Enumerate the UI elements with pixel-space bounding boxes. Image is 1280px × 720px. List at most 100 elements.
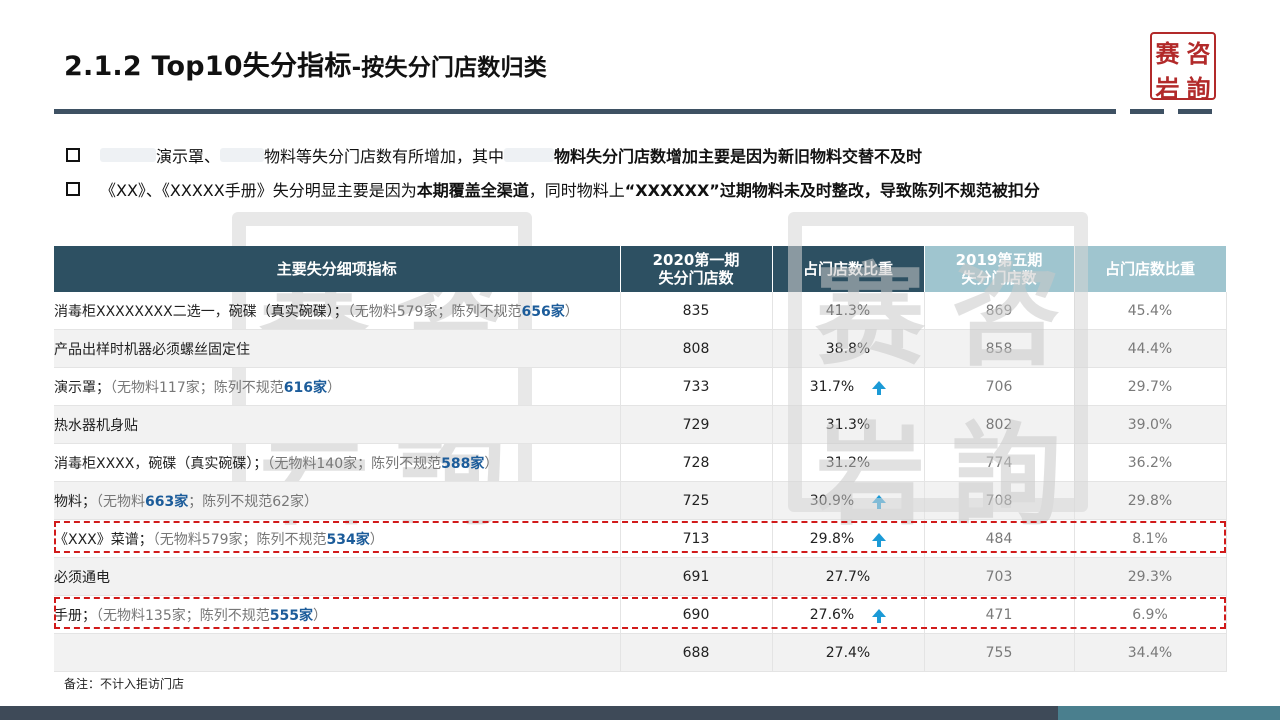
indicator-cell: 消毒柜XXXX，碗碟（真实碗碟）；（无物料140家；陈列不规范588家）: [54, 443, 621, 482]
current-share: 27.6%: [809, 606, 855, 623]
table-row: 产品出样时机器必须螺丝固定住 808 38.8% 858 44.4%: [54, 329, 1227, 368]
bullet-emphasis: 本期覆盖全渠道: [416, 181, 529, 200]
title-divider-segment: [1178, 109, 1212, 114]
checkbox-bullet-icon: [66, 182, 80, 196]
current-count-cell: 733: [620, 367, 773, 406]
note-emphasis: 588家: [441, 455, 485, 472]
bullet-text: 演示罩、: [156, 147, 221, 166]
previous-share-cell: 34.4%: [1074, 633, 1227, 672]
indicator-note: （无物料117家；陈列不规范616家）: [110, 380, 341, 396]
page-title-sub: -按失分门店数归类: [351, 55, 547, 81]
current-share-cell: 27.7%: [772, 557, 925, 596]
current-count-cell: 690: [620, 595, 773, 634]
table-header-row: 主要失分细项指标 2020第一期 失分门店数 占门店数比重 2019第五期 失分…: [54, 246, 1227, 292]
previous-share-cell: 39.0%: [1074, 405, 1227, 444]
table-row: 物料；（无物料663家；陈列不规范62家） 725 30.9% 708 29.8%: [54, 481, 1227, 520]
current-share-cell: 31.2%: [772, 443, 925, 482]
note-text: （无物料140家；陈列不规范: [267, 455, 442, 472]
note-text: （无物料579家；陈列不规范: [347, 303, 522, 320]
current-share-cell: 41.3%: [772, 292, 925, 330]
previous-count-cell: 471: [924, 595, 1075, 634]
indicator-cell: [54, 633, 621, 672]
current-share: 29.8%: [809, 530, 855, 547]
current-share: 27.4%: [825, 644, 871, 661]
note-emphasis: 616家: [283, 379, 327, 396]
indicator-note: （无物料135家；陈列不规范555家）: [96, 608, 327, 624]
bullet-text: 物料等失分门店数有所增加，其中: [264, 147, 505, 166]
bullet-item: 演示罩、 物料等失分门店数有所增加，其中 物料失分门店数增加主要是因为新旧物料交…: [66, 142, 1236, 168]
indicator-name: 热水器机身贴: [54, 417, 138, 434]
page-title: 2.1.2 Top10失分指标-按失分门店数归类: [64, 44, 547, 83]
note-text: ；陈列不规范62家）: [188, 493, 319, 510]
footer-bar: [0, 706, 1058, 720]
note-text: （无物料579家；陈列不规范: [152, 531, 327, 548]
indicator-cell: 产品出样时机器必须螺丝固定住: [54, 329, 621, 368]
note-emphasis: 656家: [521, 303, 565, 320]
indicator-name: 《XXX》菜谱；: [54, 531, 153, 548]
title-divider-segment: [1130, 109, 1164, 114]
logo-char: 詢: [1186, 74, 1211, 103]
previous-share-cell: 29.3%: [1074, 557, 1227, 596]
note-emphasis: 534家: [326, 531, 370, 548]
indicator-name: 演示罩；: [54, 379, 110, 396]
indicator-cell: 物料；（无物料663家；陈列不规范62家）: [54, 481, 621, 520]
previous-count-cell: 774: [924, 443, 1075, 482]
current-count-cell: 713: [620, 519, 773, 558]
table-row: 手册；（无物料135家；陈列不规范555家） 690 27.6% 471 6.9%: [54, 595, 1227, 634]
note-text: （无物料135家；陈列不规范: [96, 607, 270, 624]
indicator-cell: 消毒柜XXXXXXXX二选一，碗碟（真实碗碟）；（无物料579家；陈列不规范65…: [54, 292, 621, 330]
indicator-name: 必须通电: [54, 569, 110, 586]
current-share: 31.3%: [825, 416, 871, 433]
note-emphasis: 663家: [145, 493, 189, 510]
current-share: 38.8%: [825, 340, 871, 357]
current-count-cell: 725: [620, 481, 773, 520]
indicator-note: （无物料663家；陈列不规范62家）: [96, 494, 318, 510]
indicator-name: 手册；: [54, 607, 96, 624]
previous-count-cell: 802: [924, 405, 1075, 444]
current-share: 31.7%: [809, 378, 855, 395]
arrow-up-icon: [872, 380, 887, 395]
previous-share-cell: 8.1%: [1074, 519, 1227, 558]
column-header: 2020第一期 失分门店数: [620, 246, 773, 292]
column-header: 占门店数比重: [1074, 246, 1227, 292]
column-header: 2019第五期 失分门店数: [924, 246, 1075, 292]
previous-count-cell: 484: [924, 519, 1075, 558]
previous-share-cell: 45.4%: [1074, 292, 1227, 330]
note-text: ）: [484, 455, 499, 472]
table-row: 必须通电 691 27.7% 703 29.3%: [54, 557, 1227, 596]
previous-count-cell: 755: [924, 633, 1075, 672]
current-count-cell: 808: [620, 329, 773, 368]
bullet-text: 《XX》、《XXXXX手册》失分明显主要是因为: [100, 181, 417, 200]
previous-share-cell: 6.9%: [1074, 595, 1227, 634]
previous-count-cell: 706: [924, 367, 1075, 406]
note-text: ）: [369, 531, 384, 548]
current-share: 30.9%: [809, 492, 855, 509]
current-count-cell: 688: [620, 633, 773, 672]
footer-accent: [1058, 706, 1280, 720]
redacted-text: [100, 148, 156, 162]
previous-count-cell: 708: [924, 481, 1075, 520]
logo-char: 咨: [1186, 39, 1211, 68]
redacted-text: [220, 148, 265, 162]
table-row: 《XXX》菜谱；（无物料579家；陈列不规范534家） 713 29.8% 484 8.…: [54, 519, 1227, 558]
previous-share-cell: 36.2%: [1074, 443, 1227, 482]
footnote: 备注：不计入拒访门店: [64, 677, 185, 691]
arrow-up-icon: [872, 494, 887, 509]
indicator-note: （无物料579家；陈列不规范534家）: [153, 532, 384, 548]
company-logo-seal: 赛 咨 岩 詢: [1150, 32, 1216, 103]
indicator-name: 物料；: [54, 493, 96, 510]
current-share: 41.3%: [825, 302, 871, 319]
current-share-cell: 31.3%: [772, 405, 925, 444]
table-row: 消毒柜XXXXXXXX二选一，碗碟（真实碗碟）；（无物料579家；陈列不规范65…: [54, 292, 1227, 330]
table-row: 热水器机身贴 729 31.3% 802 39.0%: [54, 405, 1227, 444]
bullet-text: ，同时物料上: [528, 181, 625, 200]
current-share-cell: 31.7%: [772, 367, 925, 406]
logo-char: 赛: [1155, 39, 1180, 68]
logo-char: 岩: [1155, 74, 1180, 103]
table-row: 演示罩；（无物料117家；陈列不规范616家） 733 31.7% 706 29.7%: [54, 367, 1227, 406]
current-count-cell: 728: [620, 443, 773, 482]
bullet-item: 《XX》、《XXXXX手册》失分明显主要是因为 本期覆盖全渠道 ，同时物料上 “XXX…: [66, 176, 1236, 202]
indicator-name: 产品出样时机器必须螺丝固定住: [54, 341, 250, 358]
indicator-note: （无物料140家；陈列不规范588家）: [267, 456, 498, 472]
current-share: 31.2%: [825, 454, 871, 471]
